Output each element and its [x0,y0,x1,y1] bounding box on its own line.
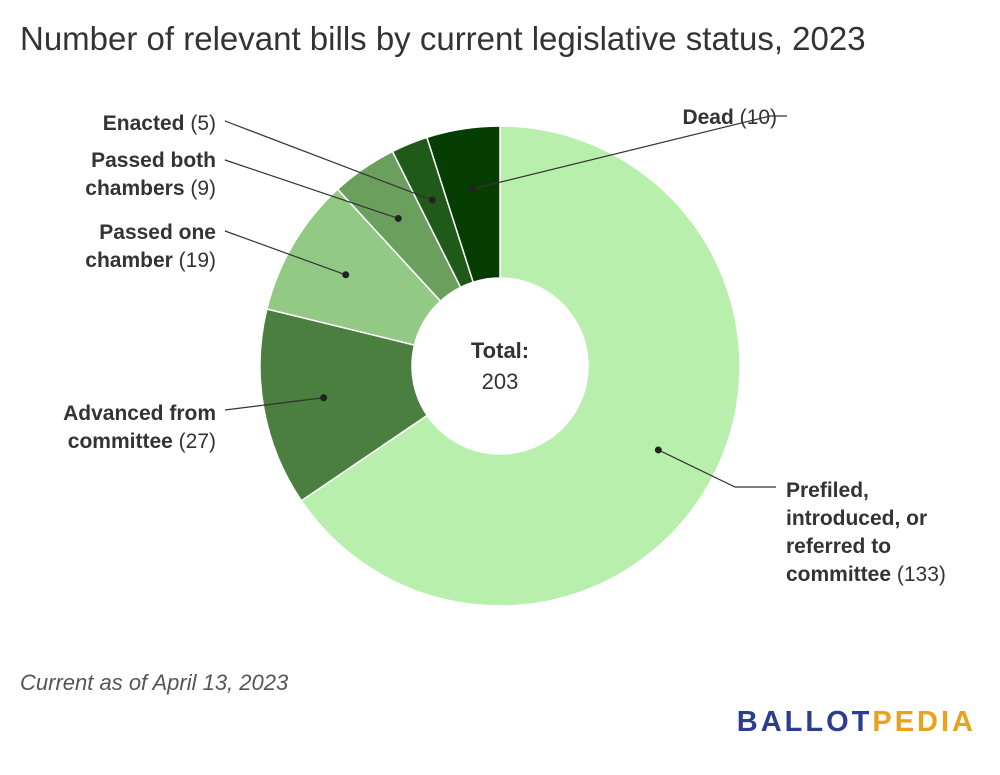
slice-label-prefiled-introduced-or-referred-to-committee: Prefiled, introduced, or referred to commit… [786,479,946,586]
slice-dead [425,125,501,284]
leader-line-passed-both-chambers [224,159,399,220]
footnote: Current as of April 13, 2023 [20,670,289,695]
slice-label-advanced-from-committee: Advanced from committee (27) [63,402,216,453]
leader-line-dead [472,115,787,190]
slice-label-enacted: Enacted (5) [103,112,216,135]
slices-group [259,125,741,607]
leader-lines-group [224,115,787,488]
slice-advanced-from-committee [259,308,429,502]
slice-value-dead: (10) [734,106,777,129]
leader-dot-passed-one-chamber [342,271,350,279]
slice-label-passed-one-chamber: Passed one chamber (19) [85,221,216,272]
slice-labels-group: Prefiled, introduced, or referred to commit… [63,106,946,586]
leader-line-enacted [224,120,433,201]
logo-part-pedia: PEDIA [872,706,976,738]
slice-value-advanced-from-committee: (27) [173,430,216,453]
slice-value-prefiled-introduced-or-referred-to-committee: (133) [891,563,946,586]
logo-part-ballot: BALLOT [736,706,873,738]
chart-title: Number of relevant bills by current legi… [20,20,866,57]
leader-dot-prefiled-introduced-or-referred-to-committee [654,446,662,454]
slice-value-passed-both-chambers: (9) [185,177,217,200]
leader-dot-dead [468,185,476,193]
leader-dot-enacted [428,196,436,204]
leader-line-passed-one-chamber [224,230,346,276]
slice-prefiled-introduced-or-referred-to-committee [300,125,741,607]
leader-line-prefiled-introduced-or-referred-to-committee [658,449,776,488]
leader-dot-passed-both-chambers [394,214,402,222]
ballotpedia-logo: BALLOTPEDIA [737,706,976,739]
center-total-value: 203 [482,369,519,394]
leader-dot-advanced-from-committee [320,394,328,402]
slice-value-enacted: (5) [185,112,217,135]
slice-label-dead: Dead (10) [682,106,777,129]
slice-label-passed-both-chambers: Passed both chambers (9) [85,149,216,200]
leader-line-advanced-from-committee [224,397,324,411]
center-total-label: Total: [471,338,529,363]
slice-value-passed-one-chamber: (19) [173,249,216,272]
